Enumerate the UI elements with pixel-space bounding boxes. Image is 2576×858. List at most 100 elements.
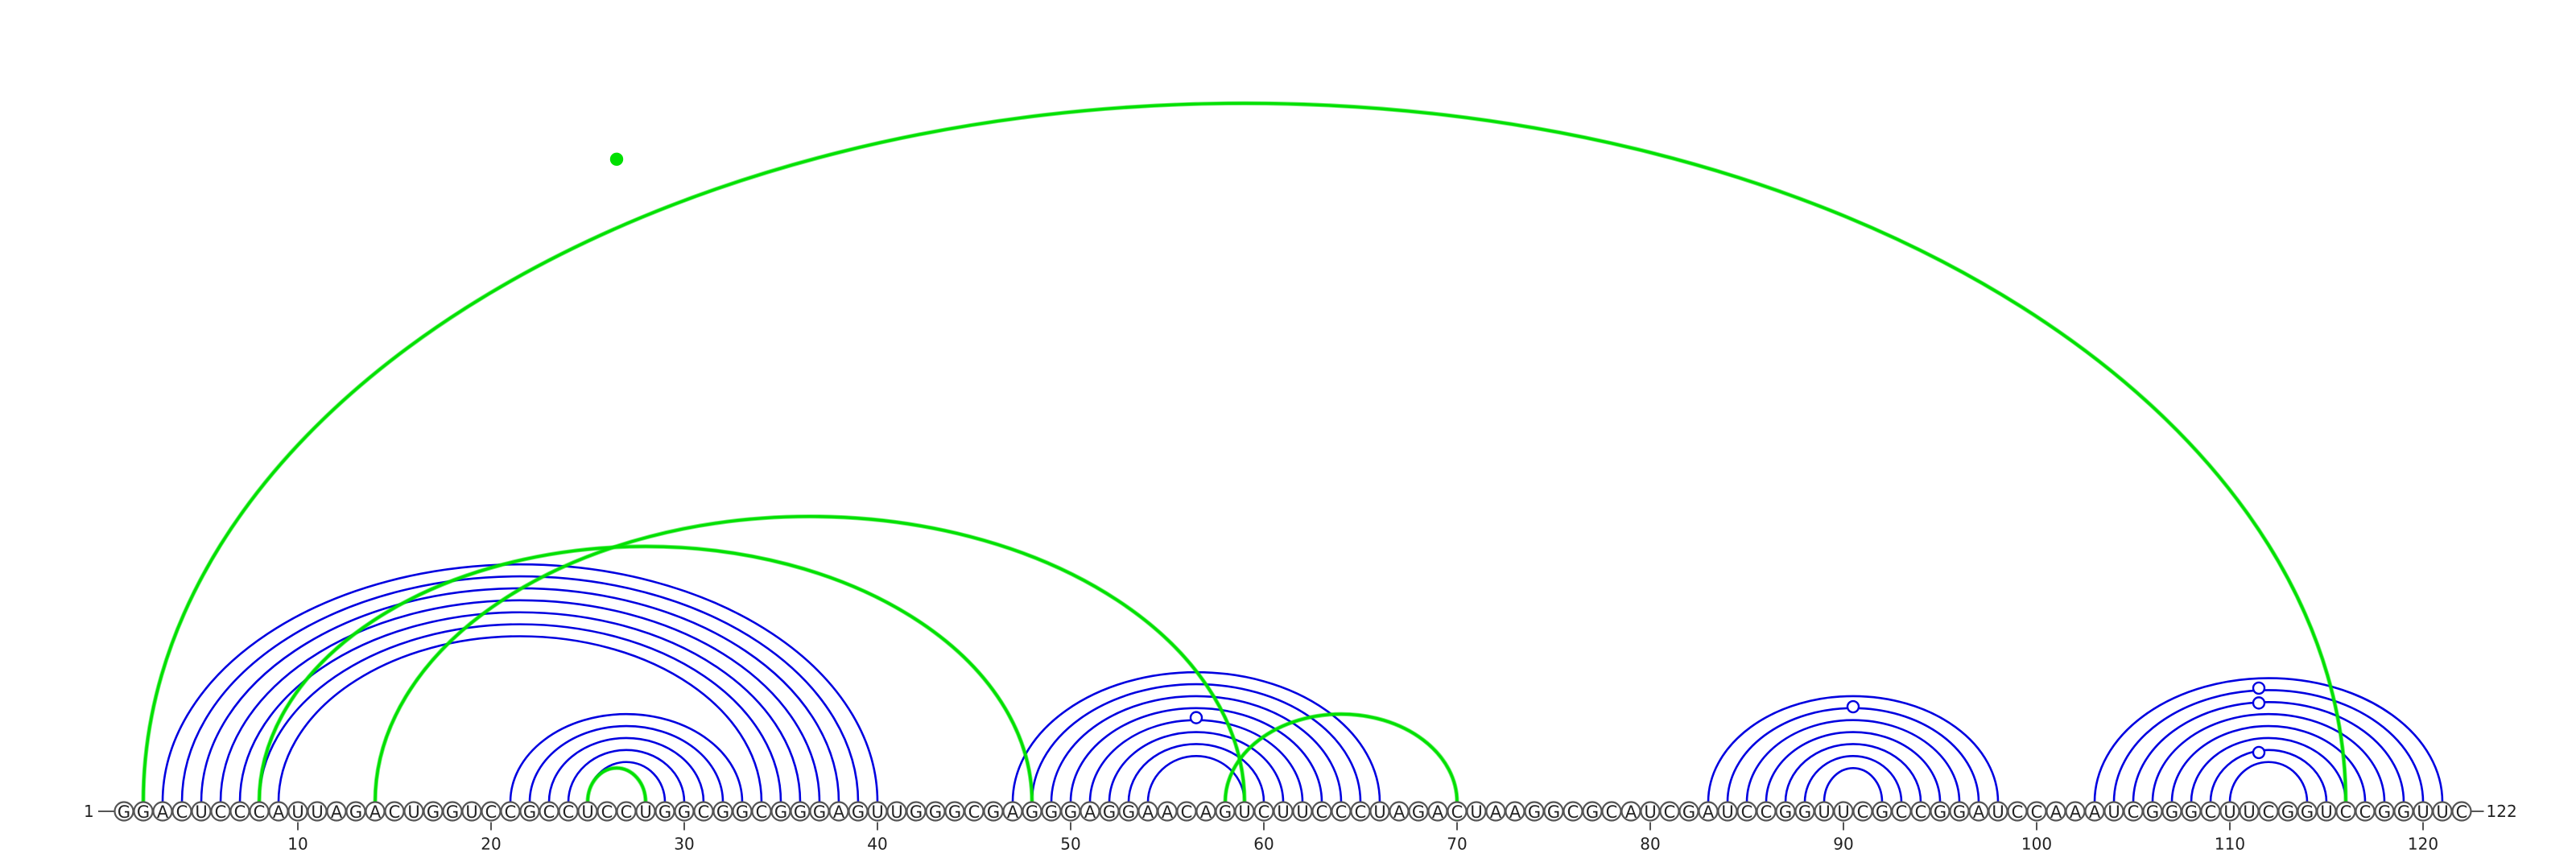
arc-stroke bbox=[374, 515, 1246, 802]
arc-stroke bbox=[1146, 755, 1246, 802]
arc-stroke bbox=[161, 563, 879, 802]
position-tick-label: 60 bbox=[1253, 835, 1274, 854]
nucleotide-letter: G bbox=[1586, 802, 1599, 822]
nucleotide-letter: C bbox=[1761, 802, 1773, 822]
nucleotide: A bbox=[1485, 801, 1506, 822]
nucleotide: G bbox=[2374, 801, 2395, 822]
nucleotide-letter: A bbox=[369, 802, 382, 822]
nucleotide: G bbox=[2277, 801, 2298, 822]
base-pair-arc bbox=[1127, 743, 1265, 802]
arc-stroke bbox=[1803, 755, 1903, 802]
nucleotide: U bbox=[461, 801, 482, 822]
nucleotide-letter: G bbox=[1798, 802, 1811, 822]
nucleotide-letter: A bbox=[273, 802, 285, 822]
nucleotide-letter: C bbox=[1258, 802, 1270, 822]
nucleotide-letter: A bbox=[2050, 802, 2062, 822]
nucleotide: C bbox=[2123, 801, 2144, 822]
nucleotide: G bbox=[2297, 801, 2318, 822]
nucleotide: A bbox=[828, 801, 849, 822]
arc-halo bbox=[1223, 712, 1459, 802]
nucleotide-letter: G bbox=[1064, 802, 1077, 822]
nucleotide-letter: G bbox=[1528, 802, 1541, 822]
nucleotide: C bbox=[1176, 801, 1197, 822]
nucleotide: C bbox=[500, 801, 521, 822]
nucleotide-letter: C bbox=[563, 802, 575, 822]
base-pair-arc bbox=[1050, 695, 1343, 802]
nucleotide: A bbox=[152, 801, 173, 822]
arc-stroke bbox=[2228, 761, 2309, 802]
nucleotide-letter: U bbox=[291, 802, 303, 822]
nucleotide-letter: U bbox=[1644, 802, 1656, 822]
nucleotide: U bbox=[1234, 801, 1255, 822]
nucleotide-letter: G bbox=[523, 802, 536, 822]
position-tick-label: 110 bbox=[2215, 835, 2245, 854]
arc-halo bbox=[141, 101, 2348, 802]
nucleotide: C bbox=[1563, 801, 1583, 822]
nucleotide: U bbox=[1292, 801, 1313, 822]
base-pair-arc bbox=[2228, 761, 2309, 802]
nucleotide-letter: C bbox=[389, 802, 401, 822]
nucleotide-letter: G bbox=[1412, 802, 1425, 822]
base-pair-arc bbox=[2209, 749, 2328, 802]
pair-marker bbox=[1189, 711, 1203, 724]
alt-pair-arc bbox=[1223, 712, 1459, 802]
nucleotide-letter: G bbox=[794, 802, 807, 822]
nucleotide: C bbox=[2451, 801, 2472, 822]
arc-stroke bbox=[528, 724, 724, 802]
position-tick-label: 20 bbox=[481, 835, 501, 854]
nucleotide-letter: A bbox=[1393, 802, 1406, 822]
nucleotide: G bbox=[848, 801, 869, 822]
nucleotide: U bbox=[867, 801, 888, 822]
arc-stroke bbox=[1030, 683, 1362, 802]
nucleotide-letter: C bbox=[601, 802, 613, 822]
nucleotide-letter: U bbox=[2417, 802, 2429, 822]
base-pair-arc bbox=[258, 623, 782, 802]
nucleotide-letter: C bbox=[2263, 802, 2275, 822]
base-pair-arc bbox=[2132, 701, 2405, 802]
nucleotide: C bbox=[539, 801, 559, 822]
nucleotide: U bbox=[403, 801, 424, 822]
nucleotide: G bbox=[2393, 801, 2414, 822]
nucleotide: A bbox=[2084, 801, 2105, 822]
nucleotide: G bbox=[1872, 801, 1893, 822]
nucleotide: C bbox=[229, 801, 250, 822]
nucleotide: U bbox=[287, 801, 308, 822]
nucleotide-letter: A bbox=[1200, 802, 1212, 822]
nucleotide-letter: G bbox=[716, 802, 729, 822]
base-pair-arc bbox=[2151, 712, 2386, 802]
nucleotide-letter: C bbox=[2359, 802, 2372, 822]
arc-stroke bbox=[567, 749, 686, 802]
nucleotide-letter: G bbox=[1103, 802, 1116, 822]
nucleotide: G bbox=[1022, 801, 1042, 822]
nucleotide: C bbox=[1910, 801, 1931, 822]
base-pair-arc bbox=[2112, 689, 2425, 802]
arc-stroke bbox=[1069, 707, 1323, 802]
position-tick-label: 30 bbox=[674, 835, 694, 854]
arc-stroke bbox=[1784, 743, 1922, 802]
nucleotide: U bbox=[1369, 801, 1390, 822]
nucleotide: G bbox=[1524, 801, 1545, 822]
nucleotide-letter: C bbox=[1606, 802, 1618, 822]
nucleotide: C bbox=[616, 801, 637, 822]
arc-stroke bbox=[2112, 689, 2425, 802]
nucleotide: A bbox=[2046, 801, 2066, 822]
arc-stroke bbox=[509, 712, 744, 802]
nucleotide-letter: U bbox=[1721, 802, 1733, 822]
nucleotide: C bbox=[558, 801, 579, 822]
nucleotide-letter: C bbox=[1451, 802, 1463, 822]
nucleotide-letter: A bbox=[1973, 802, 1985, 822]
nucleotide-letter: C bbox=[756, 802, 768, 822]
nucleotide-letter: C bbox=[1567, 802, 1579, 822]
nucleotide: U bbox=[1640, 801, 1661, 822]
nucleotide: G bbox=[1794, 801, 1815, 822]
arc-stroke bbox=[180, 575, 860, 802]
nucleotide-letter: C bbox=[176, 802, 188, 822]
nucleotide: A bbox=[1080, 801, 1100, 822]
nucleotide-letter: C bbox=[1741, 802, 1753, 822]
arc-stroke bbox=[1745, 719, 1961, 802]
nucleotide-letter: G bbox=[2378, 802, 2391, 822]
nucleotide-letter: G bbox=[678, 802, 691, 822]
markers-layer bbox=[609, 152, 2266, 760]
nucleotide: A bbox=[1389, 801, 1410, 822]
